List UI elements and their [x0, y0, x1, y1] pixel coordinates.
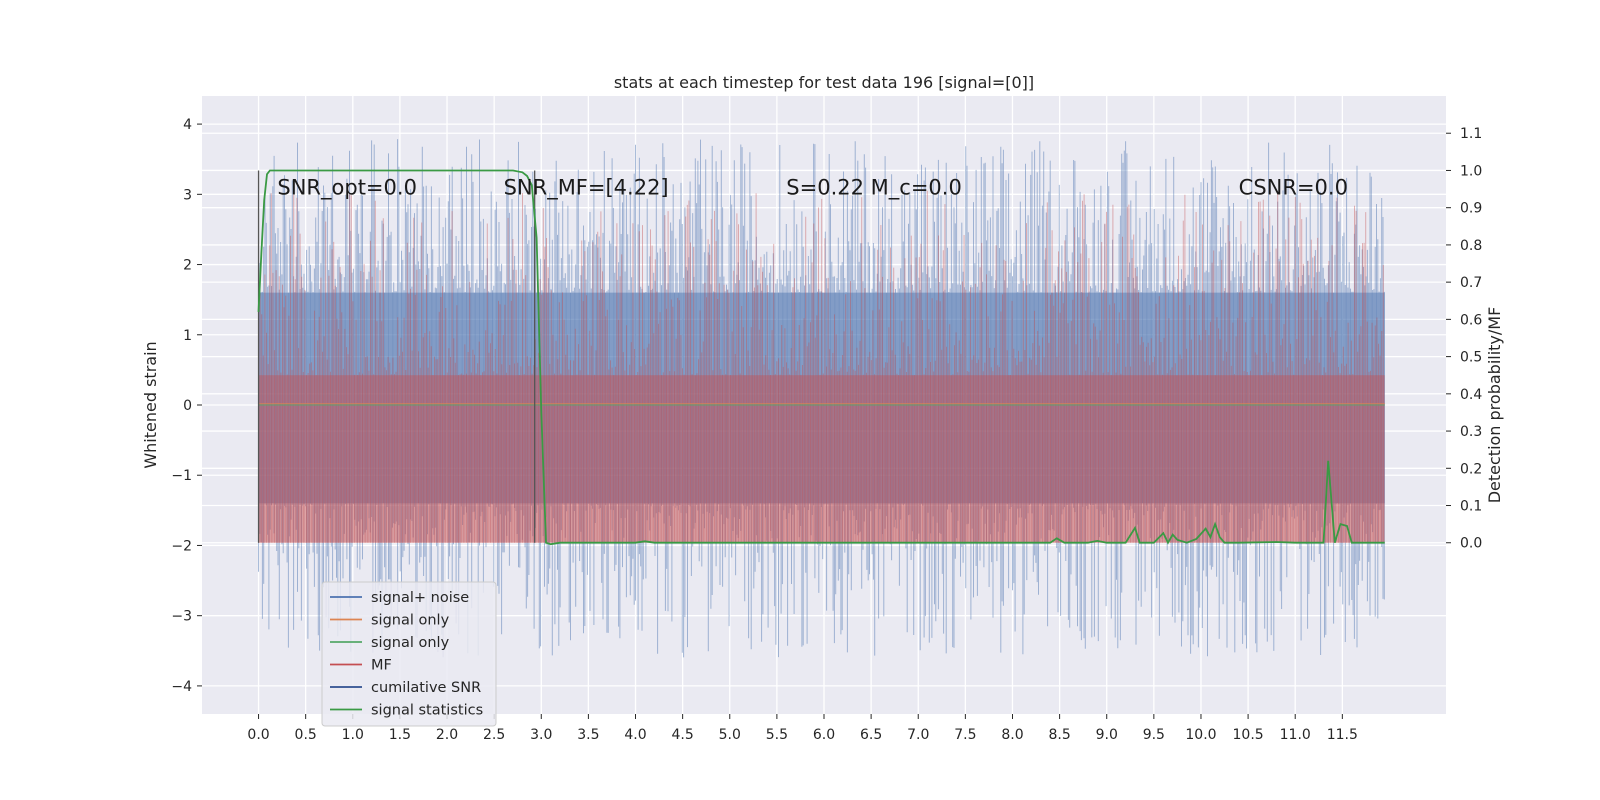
y-right-tick-label: 0.0 — [1460, 536, 1482, 552]
x-tick-label: 3.5 — [577, 727, 599, 743]
x-tick-label: 6.0 — [813, 727, 835, 743]
y-axis-label-left: Whitened strain — [141, 341, 160, 468]
y-right-tick-label: 1.0 — [1460, 163, 1482, 179]
x-tick-label: 9.5 — [1143, 727, 1165, 743]
x-tick-label: 11.5 — [1327, 727, 1358, 743]
y-right-tick-label: 0.7 — [1460, 275, 1482, 291]
y-right-tick-label: 0.4 — [1460, 387, 1482, 403]
x-tick-label: 5.5 — [766, 727, 788, 743]
legend-label: signal statistics — [371, 703, 483, 719]
y-tick-label: 3 — [183, 187, 192, 203]
signal-statistics-line — [257, 169, 1385, 546]
legend-box — [321, 581, 497, 727]
legend: signal+ noise signal only signal only MF cum… — [321, 581, 497, 727]
legend-label: signal only — [371, 635, 450, 651]
x-tick-label: 6.5 — [860, 727, 882, 743]
x-tick-label: 4.0 — [624, 727, 646, 743]
x-tick-label: 3.0 — [530, 727, 552, 743]
x-tick-label: 11.0 — [1280, 727, 1311, 743]
y-tick-label: 4 — [183, 117, 192, 133]
y-right-tick-label: 0.5 — [1460, 350, 1482, 366]
x-tick-label: 7.5 — [954, 727, 976, 743]
signal-noise-core — [258, 292, 1385, 504]
y-axis-label-right: Detection probability/MF — [1485, 307, 1504, 504]
x-tick-label: 8.5 — [1048, 727, 1070, 743]
y-tick-label: 1 — [183, 328, 192, 344]
y-tick-label: 0 — [183, 398, 192, 414]
x-tick-label: 1.5 — [389, 727, 411, 743]
x-tick-label: 7.0 — [907, 727, 929, 743]
y-tick-label: −3 — [171, 609, 192, 625]
x-tick-label: 0.5 — [295, 727, 317, 743]
legend-label: signal+ noise — [371, 590, 469, 606]
y-right-tick-label: 1.1 — [1460, 126, 1482, 142]
y-right-tick-label: 0.9 — [1460, 201, 1482, 217]
annotation-text: S=0.22 M_c=0.0 — [786, 175, 962, 200]
x-tick-label: 10.0 — [1185, 727, 1216, 743]
y-right-tick-label: 0.1 — [1460, 499, 1482, 515]
y-right-tick-label: 0.3 — [1460, 424, 1482, 440]
x-tick-label: 4.5 — [672, 727, 694, 743]
plot-content — [257, 139, 1385, 658]
legend-label: cumilative SNR — [371, 680, 481, 696]
annotations: SNR_opt=0.0 SNR_MF=[4.22] S=0.22 M_c=0.0 CS… — [277, 175, 1348, 200]
x-tick-label: 2.5 — [483, 727, 505, 743]
signal-noise-series — [258, 139, 1385, 658]
legend-label: signal only — [371, 613, 450, 629]
x-tick-label: 10.5 — [1233, 727, 1264, 743]
axes: 0.0 0.5 1.0 1.5 2.0 2.5 3.0 3.5 4.0 4.5 5.0 5.5 6.0 6… — [171, 117, 1482, 743]
y-tick-label: 2 — [183, 258, 192, 274]
y-tick-label: −4 — [171, 679, 192, 695]
y-right-tick-label: 0.2 — [1460, 461, 1482, 477]
annotation-text: SNR_MF=[4.22] — [504, 175, 669, 200]
x-tick-label: 5.0 — [719, 727, 741, 743]
x-tick-label: 1.0 — [342, 727, 364, 743]
annotation-text: SNR_opt=0.0 — [277, 175, 417, 200]
x-tick-label: 0.0 — [247, 727, 269, 743]
x-tick-label: 2.0 — [436, 727, 458, 743]
x-tick-label: 9.0 — [1096, 727, 1118, 743]
y-right-tick-label: 0.6 — [1460, 312, 1482, 328]
chart-title: stats at each timestep for test data 196… — [614, 73, 1034, 92]
annotation-text: CSNR=0.0 — [1239, 175, 1348, 199]
y-right-tick-label: 0.8 — [1460, 238, 1482, 254]
x-tick-label: 8.0 — [1001, 727, 1023, 743]
legend-label: MF — [371, 658, 392, 674]
y-tick-label: −1 — [171, 468, 192, 484]
y-tick-label: −2 — [171, 538, 192, 554]
